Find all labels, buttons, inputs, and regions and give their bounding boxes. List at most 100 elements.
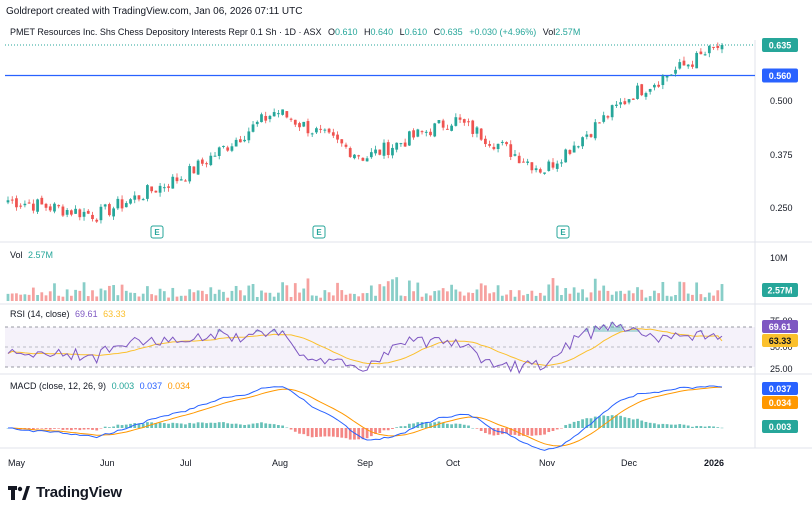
volume-bar	[598, 290, 601, 301]
macd-hist-bar	[403, 426, 407, 428]
candle-body	[691, 64, 694, 67]
time-scale[interactable]: May Jun Jul Aug Sep Oct Nov Dec 2026	[8, 458, 724, 468]
macd-hist-bar	[716, 427, 720, 428]
macd-hist-bar	[505, 428, 508, 434]
candle-body	[188, 166, 192, 182]
price-scale[interactable]: 0.500 0.375 0.250 0.635 0.560	[762, 38, 798, 213]
volume-bar	[82, 282, 86, 301]
candle-body	[505, 142, 508, 145]
volume-bar	[551, 278, 555, 301]
candle-body	[391, 147, 394, 156]
candle-body	[695, 52, 699, 69]
volume-bar	[517, 290, 521, 301]
candle-body	[703, 54, 707, 56]
volume-bar	[615, 291, 618, 301]
candle-body	[492, 146, 496, 150]
volume-bar	[513, 296, 517, 301]
candle-body	[48, 206, 52, 211]
volume-bar	[234, 285, 238, 301]
macd-signal-badge	[762, 396, 798, 409]
volume-bar	[69, 295, 73, 301]
candle-body	[179, 179, 183, 181]
volume-bar	[336, 282, 339, 301]
macd-hist-bar	[576, 420, 580, 428]
candle-body	[568, 150, 572, 154]
volume-bar	[251, 284, 255, 301]
candle-body	[285, 111, 289, 118]
candle-body	[234, 139, 238, 147]
volume-bar	[95, 296, 99, 301]
tradingview-wordmark: TradingView	[36, 484, 122, 501]
volume-bar	[648, 296, 652, 301]
volume-bar	[277, 292, 280, 301]
candle-body	[602, 115, 606, 122]
volume-bar	[484, 285, 487, 301]
candle-body	[581, 137, 584, 147]
volume-bar	[23, 294, 27, 301]
tradingview-brand[interactable]: TradingView	[8, 484, 122, 501]
candle-body	[500, 141, 504, 143]
macd-hist-bar	[572, 421, 576, 428]
macd-hist-bar	[623, 417, 627, 428]
open-label: O	[328, 27, 335, 37]
candle-body	[437, 120, 441, 124]
rsi-badge-text: 69.61	[769, 322, 792, 332]
macd-hist-bar	[712, 426, 715, 428]
macd-hist-bar	[234, 423, 238, 428]
chart-canvas[interactable]: PMET Resources Inc. Shs Chess Depository…	[0, 0, 812, 484]
candle-body	[712, 46, 715, 48]
macd-hist-bar	[162, 423, 166, 428]
candle-body	[412, 130, 415, 138]
candle-body	[306, 121, 310, 134]
volume-bar	[496, 285, 500, 301]
candle-body	[315, 128, 318, 133]
volume-bar	[230, 290, 234, 301]
candle-body	[669, 74, 673, 76]
candle-body	[551, 162, 555, 168]
candle-body	[357, 155, 361, 157]
candle-body	[44, 203, 48, 208]
candle-body	[53, 203, 56, 212]
candle-body	[475, 127, 479, 134]
candle-body	[589, 134, 593, 137]
candle-body	[399, 143, 403, 145]
volume-bar	[281, 282, 284, 301]
candle-body	[606, 116, 610, 118]
volume-bar	[162, 291, 166, 301]
candle-body	[260, 114, 263, 123]
candle-body	[420, 131, 424, 133]
candle-body	[661, 75, 665, 86]
volume-badge-text: 2.57M	[767, 286, 792, 296]
volume-bar	[657, 293, 661, 301]
macd-hist-bar	[175, 423, 179, 428]
high-value: 0.640	[371, 27, 394, 37]
volume-bar	[623, 293, 627, 301]
volume-bar	[686, 293, 690, 301]
volume-bar	[124, 290, 128, 301]
earnings-marker[interactable]: E	[312, 225, 326, 239]
candle-body	[247, 131, 251, 141]
volume-bar	[150, 294, 154, 301]
macd-hist-bar	[386, 428, 390, 431]
macd-pane-label: MACD (close, 12, 26, 9)	[10, 381, 106, 391]
volume-bar	[454, 289, 458, 301]
earnings-marker[interactable]: E	[150, 225, 164, 239]
earnings-marker[interactable]: E	[556, 225, 570, 239]
candle-body	[665, 75, 669, 78]
macd-hist-bar	[108, 427, 111, 428]
volume-series	[6, 277, 724, 301]
volume-bar	[665, 295, 669, 301]
candle-body	[648, 88, 652, 92]
chart-attribution: Goldreport created with TradingView.com,…	[6, 6, 303, 17]
volume-bar	[154, 295, 158, 301]
volume-bar	[593, 278, 597, 301]
volume-bar	[716, 290, 720, 301]
macd-hist-bar	[120, 425, 124, 428]
candle-body	[572, 145, 576, 153]
macd-hist-bar	[720, 427, 724, 429]
earnings-marker-letter: E	[154, 228, 160, 237]
candle-body	[302, 121, 306, 127]
candle-body	[327, 128, 331, 133]
candle-body	[555, 163, 559, 169]
candle-body	[526, 161, 530, 163]
